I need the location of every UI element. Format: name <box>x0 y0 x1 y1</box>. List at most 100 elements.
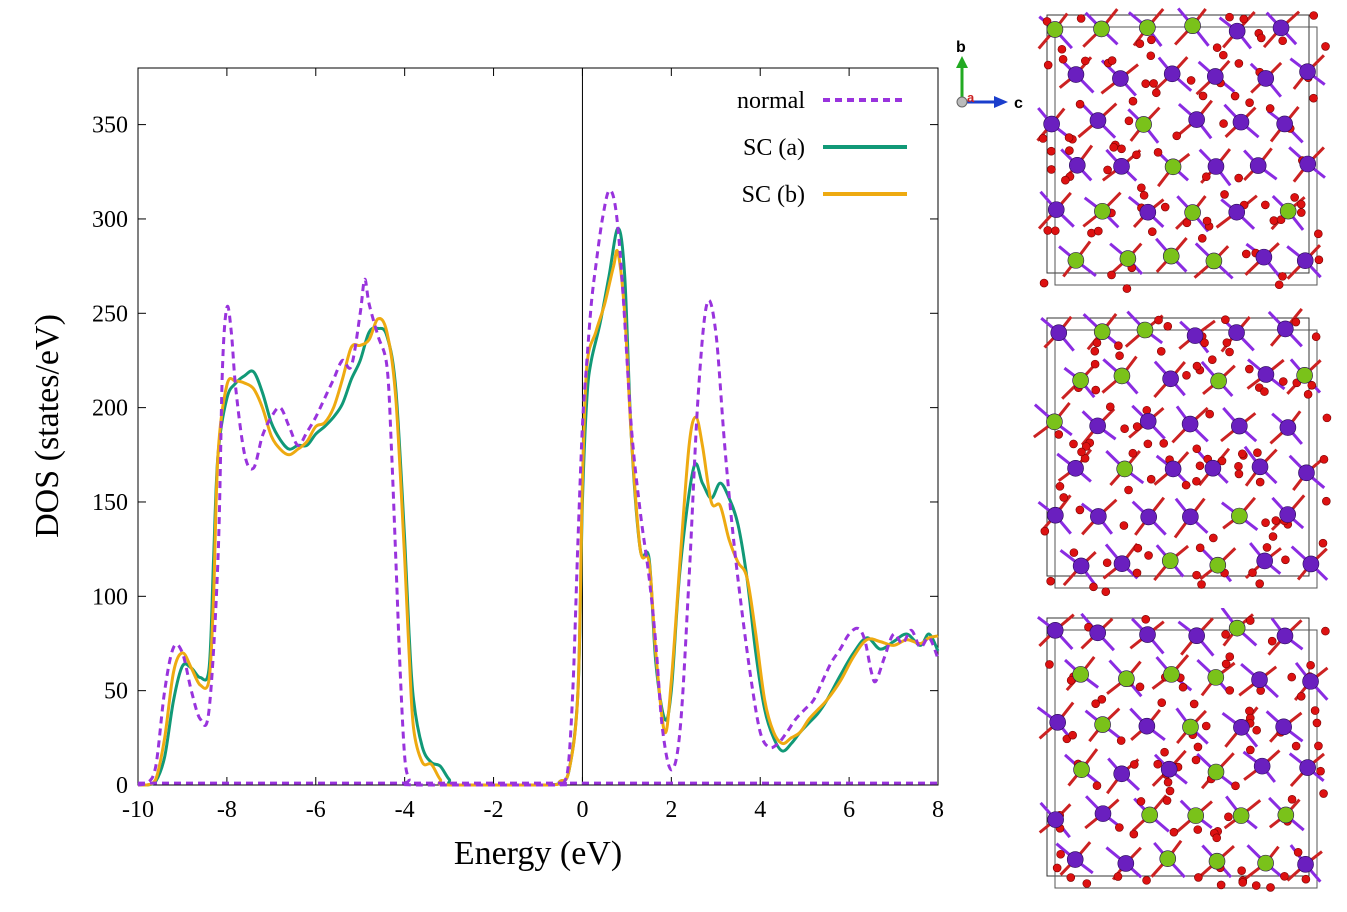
oxygen-atom <box>1221 630 1230 639</box>
green-atom <box>1184 204 1201 221</box>
oxygen-atom <box>1274 280 1284 290</box>
oxygen-atom <box>1220 190 1229 199</box>
oxygen-atom <box>1186 76 1196 85</box>
purple-atom <box>1302 555 1320 573</box>
purple-atom <box>1275 718 1292 736</box>
y-tick-label: 100 <box>92 584 128 610</box>
oxygen-atom <box>1153 759 1163 769</box>
oxygen-atom <box>1234 461 1243 471</box>
oxygen-atom <box>1109 143 1118 152</box>
oxygen-atom <box>1195 461 1205 471</box>
purple-atom <box>1228 203 1246 221</box>
legend: normal SC (a) SC (b) <box>737 88 907 208</box>
oxygen-atom <box>1066 873 1076 882</box>
oxygen-atom <box>1255 579 1264 588</box>
oxygen-atom <box>1239 14 1249 24</box>
oxygen-atom <box>1141 615 1151 624</box>
oxygen-atom <box>1191 755 1201 765</box>
oxygen-atom <box>1152 88 1161 98</box>
oxygen-atom <box>1193 742 1203 752</box>
oxygen-atom <box>1128 96 1138 106</box>
purple-atom <box>1228 22 1246 40</box>
oxygen-atom <box>1278 377 1288 386</box>
oxygen-atom <box>1094 226 1103 236</box>
oxygen-atom <box>1142 405 1152 415</box>
y-tick-label: 150 <box>92 490 128 516</box>
green-atom <box>1046 21 1064 38</box>
purple-atom <box>1164 460 1182 478</box>
oxygen-atom <box>1301 874 1311 884</box>
oxygen-atom <box>1178 682 1188 692</box>
oxygen-atom <box>1065 146 1074 155</box>
x-tick-label: -8 <box>217 797 237 823</box>
purple-atom <box>1256 552 1273 570</box>
oxygen-atom <box>1129 829 1139 839</box>
oxygen-atom <box>1237 449 1247 459</box>
green-atom <box>1162 247 1180 265</box>
purple-atom <box>1257 366 1275 383</box>
purple-atom <box>1251 458 1269 476</box>
purple-atom <box>1279 506 1297 523</box>
oxygen-atom <box>1193 825 1203 834</box>
green-atom <box>1072 666 1089 683</box>
green-atom <box>1159 850 1177 867</box>
oxygen-atom <box>1115 351 1124 360</box>
oxygen-atom <box>1128 448 1138 458</box>
oxygen-atom <box>1159 439 1169 448</box>
purple-atom <box>1094 805 1112 822</box>
purple-atom <box>1113 158 1130 175</box>
x-tick-label: -2 <box>484 797 504 823</box>
oxygen-atom <box>1147 227 1157 236</box>
purple-atom <box>1112 70 1129 87</box>
purple-atom <box>1050 324 1068 342</box>
purple-atom <box>1160 760 1178 778</box>
x-tick-label: 8 <box>932 797 944 823</box>
oxygen-atom <box>1245 98 1254 107</box>
series-group <box>137 188 940 787</box>
purple-atom <box>1296 252 1314 269</box>
purple-atom <box>1139 203 1157 221</box>
oxygen-atom <box>1278 272 1287 281</box>
oxygen-atom <box>1231 781 1240 791</box>
purple-atom <box>1251 671 1268 689</box>
oxygen-atom <box>1055 482 1065 491</box>
oxygen-atom <box>1261 518 1270 527</box>
oxygen-atom <box>1281 555 1290 565</box>
tick-labels-group: -10 -8 -6 -4 -2 0 2 4 6 8 0 50 100 150 200 250 300 350 <box>92 113 944 823</box>
oxygen-atom <box>1245 616 1255 625</box>
c-axis-label: c <box>1014 95 1023 112</box>
oxygen-atom <box>1197 233 1207 243</box>
oxygen-atom <box>1202 216 1212 226</box>
oxygen-atom <box>1318 538 1328 548</box>
purple-atom <box>1207 158 1225 175</box>
oxygen-atom <box>1225 686 1235 695</box>
oxygen-atom <box>1256 33 1266 43</box>
oxygen-atom <box>1219 119 1228 128</box>
oxygen-atom <box>1192 444 1202 454</box>
purple-atom <box>1302 673 1319 690</box>
purple-atom <box>1162 370 1179 388</box>
x-tick-label: 2 <box>665 797 677 823</box>
purple-atom <box>1277 320 1294 338</box>
oxygen-atom <box>1124 116 1134 126</box>
oxygen-atom <box>1135 39 1145 49</box>
green-atom <box>1094 716 1111 733</box>
x-tick-label: -10 <box>122 797 154 823</box>
oxygen-atom <box>1222 338 1232 347</box>
purple-atom <box>1249 157 1267 174</box>
oxygen-atom <box>1097 695 1107 704</box>
purple-atom <box>1047 811 1064 828</box>
oxygen-atom <box>1311 332 1321 342</box>
green-atom <box>1209 556 1227 574</box>
oxygen-atom <box>1043 60 1053 70</box>
oxygen-atom <box>1092 338 1102 348</box>
oxygen-atom <box>1310 706 1320 715</box>
c-axis-arrowhead <box>994 96 1008 108</box>
oxygen-atom <box>1201 172 1211 182</box>
oxygen-atom <box>1296 199 1306 209</box>
purple-atom <box>1046 622 1064 639</box>
purple-atom <box>1163 65 1181 83</box>
x-tick-label: 4 <box>754 797 766 823</box>
oxygen-atom <box>1287 795 1297 804</box>
oxygen-atom <box>1082 879 1092 888</box>
